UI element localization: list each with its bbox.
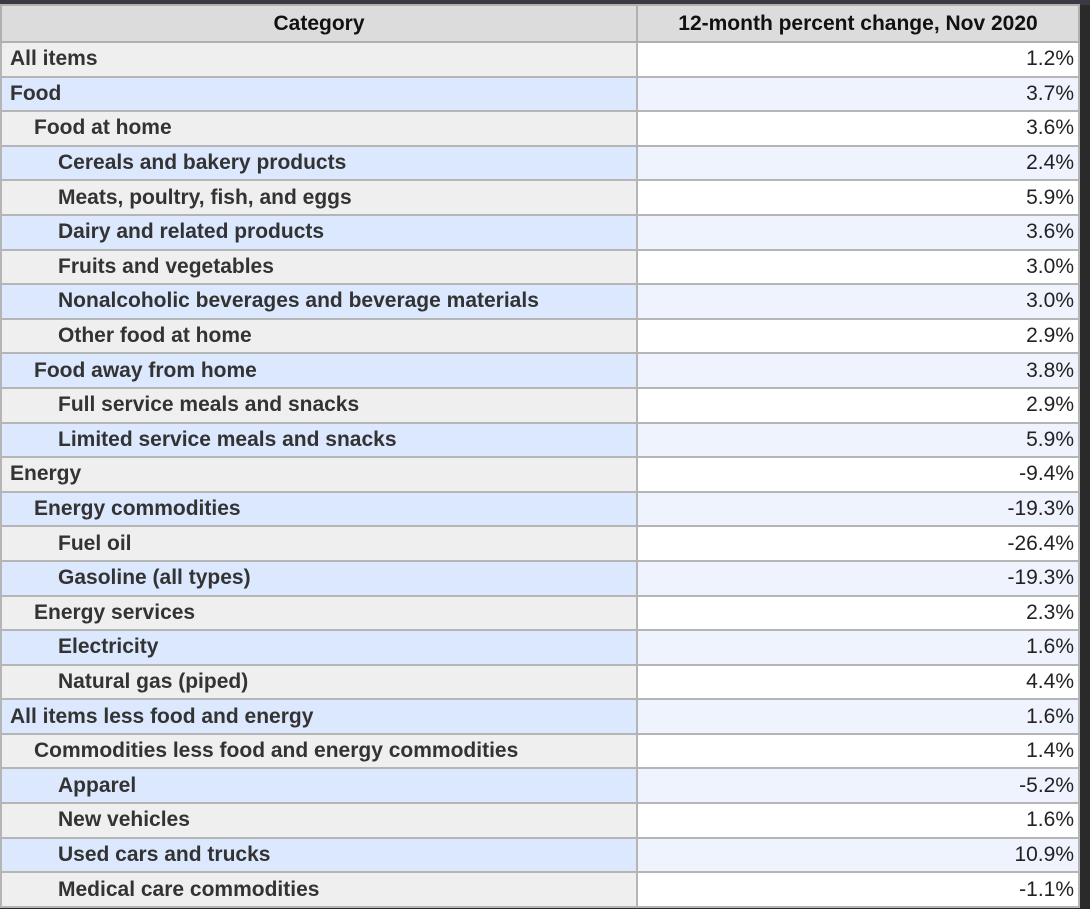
table-row: Gasoline (all types) -19.3% bbox=[0, 559, 1080, 597]
category-cell: Fruits and vegetables bbox=[0, 248, 638, 286]
category-cell: Food at home bbox=[0, 110, 638, 147]
percent-change-cell: 1.6% bbox=[636, 698, 1080, 735]
table-row: All items 1.2% bbox=[0, 41, 1080, 78]
table-row: Used cars and trucks 10.9% bbox=[0, 836, 1080, 874]
table-row: Cereals and bakery products 2.4% bbox=[0, 144, 1080, 182]
percent-change-cell: 5.9% bbox=[636, 421, 1080, 459]
table-row: Food away from home 3.8% bbox=[0, 352, 1080, 389]
category-cell: New vehicles bbox=[0, 802, 638, 839]
table-row: Full service meals and snacks 2.9% bbox=[0, 386, 1080, 424]
percent-change-cell: 1.6% bbox=[636, 802, 1080, 839]
percent-change-cell: 2.9% bbox=[636, 317, 1080, 355]
table-row: Energy commodities -19.3% bbox=[0, 490, 1080, 528]
category-cell: Natural gas (piped) bbox=[0, 663, 638, 701]
table-row: New vehicles 1.6% bbox=[0, 802, 1080, 839]
percent-change-cell: 3.6% bbox=[636, 110, 1080, 147]
category-cell: All items less food and energy bbox=[0, 698, 638, 735]
percent-change-cell: -26.4% bbox=[636, 525, 1080, 562]
category-cell: Energy bbox=[0, 456, 638, 493]
category-cell: Energy commodities bbox=[0, 490, 638, 528]
table-row: Fruits and vegetables 3.0% bbox=[0, 248, 1080, 286]
percent-change-cell: 3.6% bbox=[636, 213, 1080, 251]
table-row: Energy -9.4% bbox=[0, 456, 1080, 493]
percent-change-cell: -5.2% bbox=[636, 767, 1080, 805]
category-cell: Food bbox=[0, 75, 638, 113]
percent-change-cell: 3.0% bbox=[636, 283, 1080, 320]
category-cell: Medical care commodities bbox=[0, 871, 638, 908]
percent-change-cell: -19.3% bbox=[636, 559, 1080, 597]
percent-change-cell: -9.4% bbox=[636, 456, 1080, 493]
header-category: Category bbox=[0, 4, 638, 43]
category-cell: Limited service meals and snacks bbox=[0, 421, 638, 459]
table-row: Natural gas (piped) 4.4% bbox=[0, 663, 1080, 701]
table-row: Limited service meals and snacks 5.9% bbox=[0, 421, 1080, 459]
category-cell: Gasoline (all types) bbox=[0, 559, 638, 597]
header-row: Category 12-month percent change, Nov 20… bbox=[0, 4, 1080, 43]
percent-change-cell: 1.4% bbox=[636, 732, 1080, 770]
background-strip bbox=[0, 0, 1090, 5]
category-cell: Fuel oil bbox=[0, 525, 638, 562]
percent-change-cell: 5.9% bbox=[636, 179, 1080, 216]
percent-change-cell: -19.3% bbox=[636, 490, 1080, 528]
percent-change-cell: 3.8% bbox=[636, 352, 1080, 389]
category-cell: Electricity bbox=[0, 629, 638, 666]
category-cell: Apparel bbox=[0, 767, 638, 805]
header-percent-change: 12-month percent change, Nov 2020 bbox=[636, 4, 1080, 43]
percent-change-cell: 2.3% bbox=[636, 594, 1080, 632]
category-cell: Full service meals and snacks bbox=[0, 386, 638, 424]
percent-change-cell: 10.9% bbox=[636, 836, 1080, 874]
table-row: Other food at home 2.9% bbox=[0, 317, 1080, 355]
table-row: Energy services 2.3% bbox=[0, 594, 1080, 632]
table-row: Nonalcoholic beverages and beverage mate… bbox=[0, 283, 1080, 320]
category-cell: Cereals and bakery products bbox=[0, 144, 638, 182]
table-row: Medical care commodities -1.1% bbox=[0, 871, 1080, 908]
table-row: Fuel oil -26.4% bbox=[0, 525, 1080, 562]
table-row: Food 3.7% bbox=[0, 75, 1080, 113]
table-row: Food at home 3.6% bbox=[0, 110, 1080, 147]
table-row: Dairy and related products 3.6% bbox=[0, 213, 1080, 251]
category-cell: Commodities less food and energy commodi… bbox=[0, 732, 638, 770]
percent-change-cell: 3.0% bbox=[636, 248, 1080, 286]
table-row: Apparel -5.2% bbox=[0, 767, 1080, 805]
percent-change-cell: 4.4% bbox=[636, 663, 1080, 701]
category-cell: Dairy and related products bbox=[0, 213, 638, 251]
percent-change-cell: -1.1% bbox=[636, 871, 1080, 908]
percent-change-cell: 1.2% bbox=[636, 41, 1080, 78]
table-row: All items less food and energy 1.6% bbox=[0, 698, 1080, 735]
percent-change-cell: 2.4% bbox=[636, 144, 1080, 182]
percent-change-cell: 1.6% bbox=[636, 629, 1080, 666]
table-row: Electricity 1.6% bbox=[0, 629, 1080, 666]
category-cell: Meats, poultry, fish, and eggs bbox=[0, 179, 638, 216]
table-row: Meats, poultry, fish, and eggs 5.9% bbox=[0, 179, 1080, 216]
category-cell: Used cars and trucks bbox=[0, 836, 638, 874]
category-cell: Food away from home bbox=[0, 352, 638, 389]
category-cell: All items bbox=[0, 41, 638, 78]
cpi-table: Category 12-month percent change, Nov 20… bbox=[0, 4, 1080, 908]
percent-change-cell: 2.9% bbox=[636, 386, 1080, 424]
percent-change-cell: 3.7% bbox=[636, 75, 1080, 113]
category-cell: Nonalcoholic beverages and beverage mate… bbox=[0, 283, 638, 320]
category-cell: Energy services bbox=[0, 594, 638, 632]
table-row: Commodities less food and energy commodi… bbox=[0, 732, 1080, 770]
category-cell: Other food at home bbox=[0, 317, 638, 355]
